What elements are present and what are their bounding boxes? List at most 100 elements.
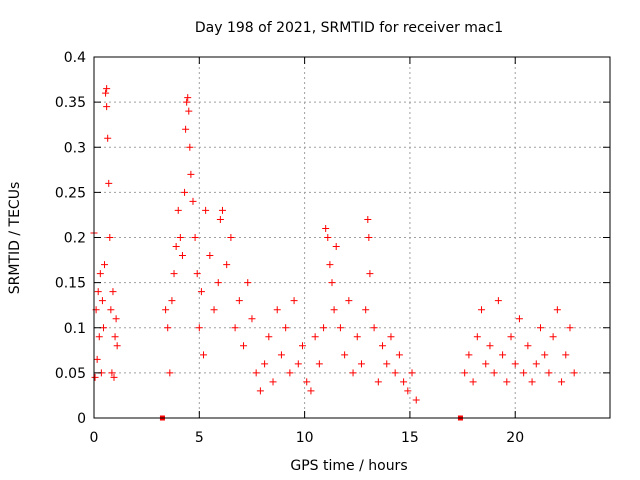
y-tick-label: 0.2: [64, 231, 86, 247]
data-point: [366, 270, 374, 278]
data-point: [349, 369, 357, 377]
data-point: [490, 369, 498, 377]
x-tick-label: 5: [195, 430, 204, 446]
data-point: [164, 324, 172, 332]
data-point: [383, 360, 391, 368]
data-point: [473, 333, 481, 341]
data-point: [353, 333, 361, 341]
data-point: [566, 324, 574, 332]
data-point: [364, 215, 372, 223]
data-point: [113, 342, 121, 350]
data-point: [315, 360, 323, 368]
data-point: [200, 351, 208, 359]
data-point: [541, 351, 549, 359]
data-point: [206, 252, 214, 260]
y-tick-label: 0.15: [55, 276, 86, 292]
y-tick-label: 0.35: [55, 95, 86, 111]
x-axis-label: GPS time / hours: [290, 458, 407, 474]
data-point: [94, 288, 102, 296]
data-point: [357, 360, 365, 368]
data-point: [277, 351, 285, 359]
data-point: [111, 333, 119, 341]
data-point: [202, 206, 210, 214]
data-point: [370, 324, 378, 332]
data-point: [106, 234, 114, 241]
data-point: [168, 297, 176, 305]
data-point: [261, 360, 269, 368]
data-point: [166, 369, 174, 377]
data-point: [186, 143, 194, 151]
data-point: [365, 234, 373, 241]
axis-ticks-layer: 0 0.05 0.1 0.15 0.2 0.25 0.3 0.35 0.4 0 5 10 15 20: [55, 50, 610, 446]
data-point: [461, 369, 469, 377]
data-point: [176, 234, 184, 241]
data-point: [322, 224, 330, 232]
data-point: [332, 243, 340, 251]
data-point: [172, 243, 180, 251]
data-point: [528, 378, 536, 386]
data-point: [282, 324, 290, 332]
data-point: [195, 324, 203, 332]
data-point: [218, 206, 226, 214]
data-point: [549, 333, 557, 341]
data-point: [101, 261, 109, 269]
data-point: [311, 333, 319, 341]
data-point: [482, 360, 490, 368]
data-points-layer: [90, 85, 578, 421]
data-point: [187, 170, 195, 178]
y-tick-label: 0.4: [64, 50, 86, 66]
data-point: [216, 215, 224, 223]
data-point: [286, 369, 294, 377]
y-axis-label: SRMTID / TECUs: [7, 182, 23, 295]
y-tick-label: 0.1: [64, 321, 86, 337]
y-tick-label: 0.05: [55, 366, 86, 382]
data-point: [328, 279, 336, 287]
data-point: [345, 297, 353, 305]
data-point: [178, 252, 186, 260]
data-point: [183, 98, 191, 106]
data-point: [193, 270, 201, 278]
data-point: [330, 306, 338, 314]
data-point: [515, 315, 523, 323]
y-tick-label: 0.3: [64, 140, 86, 156]
data-point: [294, 360, 302, 368]
data-point: [99, 324, 107, 332]
data-point: [162, 306, 170, 314]
data-point: [395, 351, 403, 359]
data-point: [269, 378, 277, 386]
data-point: [189, 197, 197, 205]
data-point: [486, 342, 494, 350]
data-point: [387, 333, 395, 341]
data-point: [478, 306, 486, 314]
data-point: [170, 270, 178, 278]
data-point: [511, 360, 519, 368]
data-point: [240, 342, 248, 350]
data-point: [104, 134, 112, 142]
data-point: [110, 373, 118, 381]
data-point: [494, 297, 502, 305]
grid-layer: [94, 57, 610, 418]
x-tick-label: 20: [506, 430, 524, 446]
x-tick-label: 0: [90, 430, 99, 446]
data-point: [570, 369, 578, 377]
data-point: [507, 333, 515, 341]
data-point: [336, 324, 344, 332]
data-point: [252, 369, 260, 377]
data-point: [299, 342, 307, 350]
data-point: [520, 369, 528, 377]
data-point: [93, 355, 101, 363]
data-point: [107, 306, 115, 314]
data-point: [109, 288, 117, 296]
data-point: [562, 351, 570, 359]
data-point: [412, 396, 420, 404]
data-point: [362, 306, 370, 314]
chart-title: Day 198 of 2021, SRMTID for receiver mac…: [195, 20, 503, 36]
data-point: [197, 288, 205, 296]
data-point: [103, 85, 111, 93]
x-tick-label: 10: [296, 430, 314, 446]
data-point: [227, 234, 235, 241]
data-point: [320, 324, 328, 332]
data-point: [174, 206, 182, 214]
data-point: [374, 378, 382, 386]
